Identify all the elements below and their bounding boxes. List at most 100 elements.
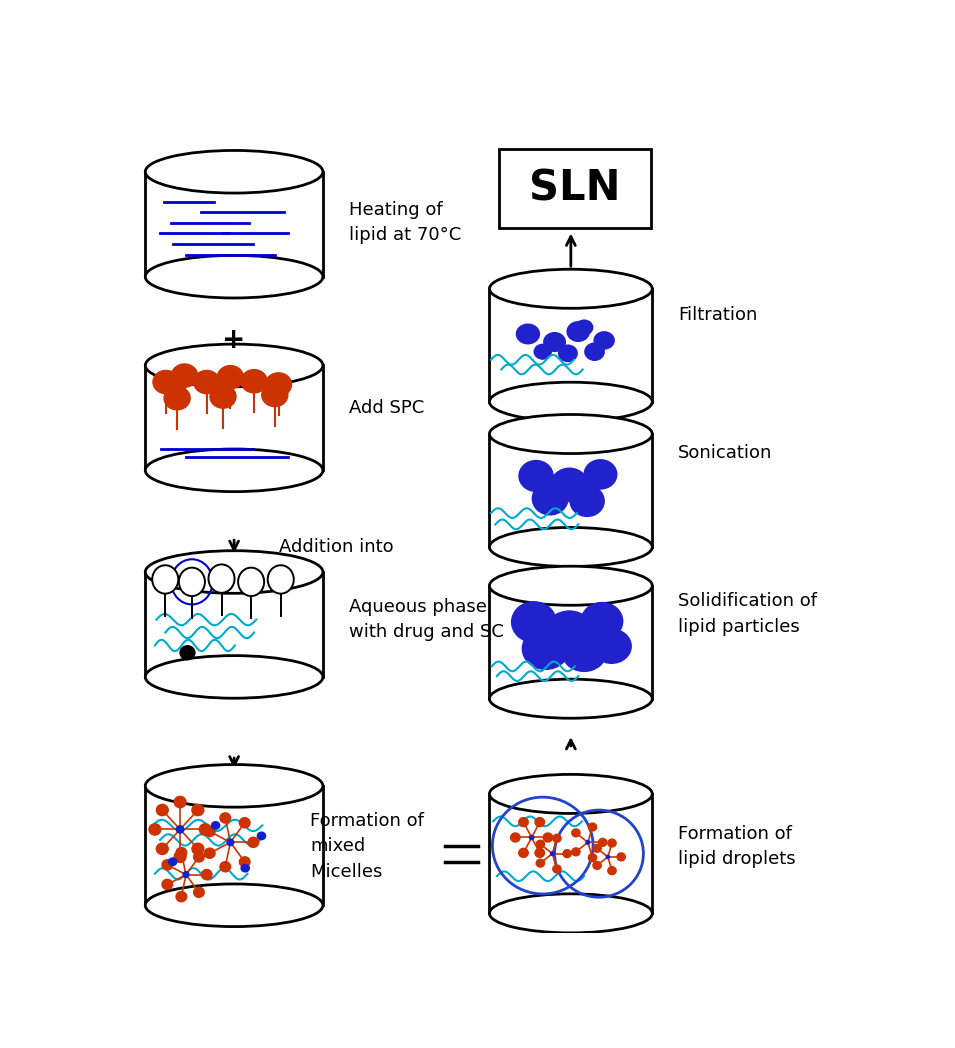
- Ellipse shape: [164, 387, 190, 410]
- Ellipse shape: [145, 656, 323, 698]
- Ellipse shape: [153, 370, 179, 394]
- Ellipse shape: [519, 848, 528, 857]
- Polygon shape: [489, 794, 652, 914]
- Ellipse shape: [535, 817, 544, 827]
- Ellipse shape: [202, 870, 212, 879]
- Text: Formation of
lipid droplets: Formation of lipid droplets: [678, 825, 796, 868]
- Text: Formation of
mixed
Micelles: Formation of mixed Micelles: [310, 811, 424, 881]
- Ellipse shape: [174, 796, 186, 808]
- Ellipse shape: [241, 370, 267, 393]
- Ellipse shape: [220, 813, 230, 823]
- Ellipse shape: [584, 343, 605, 361]
- Ellipse shape: [599, 838, 606, 847]
- Ellipse shape: [516, 324, 541, 345]
- Polygon shape: [145, 172, 323, 277]
- Text: Add SPC: Add SPC: [349, 399, 424, 417]
- Ellipse shape: [192, 805, 203, 815]
- Ellipse shape: [543, 332, 566, 352]
- Text: Sonication: Sonication: [678, 443, 773, 461]
- Polygon shape: [489, 586, 652, 699]
- Ellipse shape: [572, 848, 580, 856]
- Ellipse shape: [617, 853, 626, 860]
- Ellipse shape: [593, 861, 602, 870]
- Ellipse shape: [550, 467, 588, 502]
- Ellipse shape: [149, 824, 160, 835]
- Ellipse shape: [145, 883, 323, 926]
- Ellipse shape: [566, 321, 590, 342]
- Polygon shape: [489, 434, 652, 547]
- Ellipse shape: [563, 850, 571, 857]
- Ellipse shape: [581, 602, 624, 640]
- Ellipse shape: [152, 565, 179, 593]
- Ellipse shape: [194, 888, 204, 897]
- Ellipse shape: [204, 827, 215, 836]
- Ellipse shape: [226, 838, 234, 847]
- FancyBboxPatch shape: [499, 149, 650, 228]
- Ellipse shape: [588, 854, 597, 861]
- Text: Solidification of
lipid particles: Solidification of lipid particles: [678, 592, 817, 636]
- Ellipse shape: [553, 865, 562, 873]
- Text: +: +: [223, 326, 245, 353]
- Ellipse shape: [584, 459, 618, 489]
- Ellipse shape: [168, 857, 178, 866]
- Ellipse shape: [240, 817, 250, 828]
- Ellipse shape: [558, 345, 578, 363]
- Polygon shape: [145, 572, 323, 677]
- Ellipse shape: [162, 879, 173, 890]
- Ellipse shape: [535, 848, 544, 857]
- Ellipse shape: [593, 845, 602, 852]
- Polygon shape: [145, 786, 323, 905]
- Ellipse shape: [238, 568, 265, 596]
- Ellipse shape: [489, 894, 652, 933]
- Ellipse shape: [544, 610, 595, 655]
- Ellipse shape: [157, 805, 168, 815]
- Ellipse shape: [265, 373, 291, 396]
- Ellipse shape: [489, 269, 652, 308]
- Ellipse shape: [593, 331, 615, 350]
- Ellipse shape: [585, 839, 590, 845]
- Ellipse shape: [145, 256, 323, 298]
- Ellipse shape: [241, 864, 250, 873]
- Ellipse shape: [536, 840, 544, 848]
- Ellipse shape: [572, 829, 580, 836]
- Ellipse shape: [218, 366, 244, 389]
- Ellipse shape: [489, 527, 652, 567]
- Text: Heating of
lipid at 70°C: Heating of lipid at 70°C: [349, 201, 461, 244]
- Ellipse shape: [489, 679, 652, 718]
- Ellipse shape: [519, 817, 528, 827]
- Ellipse shape: [489, 383, 652, 421]
- Ellipse shape: [562, 632, 607, 672]
- Ellipse shape: [588, 823, 597, 831]
- Ellipse shape: [145, 344, 323, 387]
- Ellipse shape: [145, 550, 323, 593]
- Ellipse shape: [174, 851, 186, 863]
- Ellipse shape: [176, 825, 184, 834]
- Text: SLN: SLN: [529, 168, 621, 210]
- Ellipse shape: [267, 565, 294, 593]
- Ellipse shape: [200, 824, 211, 835]
- Ellipse shape: [182, 871, 190, 878]
- Polygon shape: [489, 289, 652, 401]
- Ellipse shape: [575, 320, 593, 335]
- Ellipse shape: [489, 774, 652, 813]
- Ellipse shape: [162, 859, 173, 870]
- Ellipse shape: [489, 415, 652, 454]
- Ellipse shape: [145, 151, 323, 193]
- Ellipse shape: [511, 602, 557, 643]
- Ellipse shape: [204, 848, 215, 858]
- Ellipse shape: [145, 449, 323, 492]
- Ellipse shape: [607, 867, 616, 875]
- Ellipse shape: [180, 645, 196, 660]
- Ellipse shape: [257, 831, 266, 840]
- Ellipse shape: [208, 565, 235, 593]
- Ellipse shape: [532, 482, 568, 516]
- Ellipse shape: [240, 857, 250, 867]
- Ellipse shape: [176, 848, 187, 857]
- Ellipse shape: [536, 859, 544, 867]
- Ellipse shape: [176, 892, 187, 901]
- Ellipse shape: [220, 861, 230, 872]
- Ellipse shape: [553, 834, 562, 843]
- Ellipse shape: [192, 844, 203, 854]
- Ellipse shape: [145, 765, 323, 807]
- Text: Addition into: Addition into: [279, 538, 393, 556]
